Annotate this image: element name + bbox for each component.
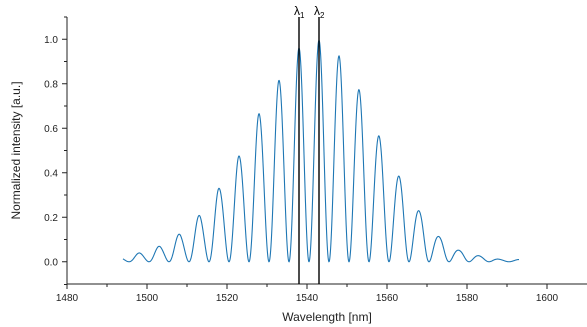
x-tick-label: 1580 — [456, 293, 479, 304]
y-tick-label: 0.0 — [44, 257, 58, 268]
chart-markers: λ1 λ2 — [294, 4, 325, 284]
y-tick-label: 1.0 — [44, 35, 58, 46]
spectrum-line — [122, 39, 520, 263]
y-tick-label: 0.8 — [44, 79, 58, 90]
x-tick-label: 1600 — [536, 293, 559, 304]
y-tick-label: 0.2 — [44, 213, 58, 224]
chart-series — [122, 39, 520, 263]
x-tick-label: 1560 — [376, 293, 399, 304]
chart-tick-labels: 1480 1500 1520 1540 1560 1580 1600 0.0 0.2 0.4 0.6… — [44, 35, 558, 304]
x-tick-label: 1500 — [136, 293, 159, 304]
x-tick-label: 1540 — [296, 293, 319, 304]
x-axis-title: Wavelength [nm] — [282, 310, 372, 324]
x-tick-label: 1480 — [56, 293, 79, 304]
y-tick-label: 0.6 — [44, 124, 58, 135]
marker-label-2: λ2 — [314, 4, 325, 20]
chart-ticks — [62, 16, 548, 289]
y-tick-label: 0.4 — [44, 168, 58, 179]
x-tick-label: 1520 — [216, 293, 239, 304]
y-axis-title: Normalized intensity [a.u.] — [9, 81, 23, 219]
marker-label-1: λ1 — [294, 4, 305, 20]
